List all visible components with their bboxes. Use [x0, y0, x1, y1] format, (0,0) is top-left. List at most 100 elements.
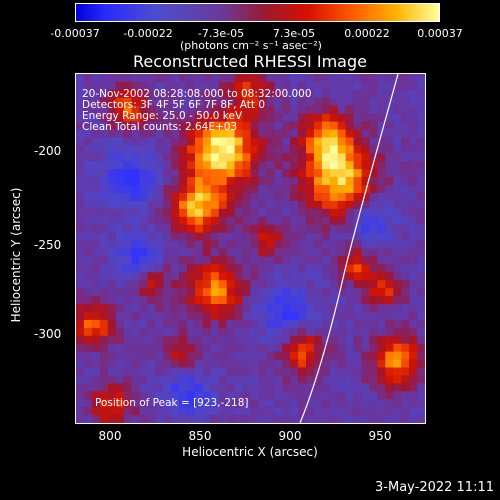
image-pixel [353, 272, 362, 281]
image-pixel [218, 327, 227, 337]
image-pixel [369, 343, 378, 352]
image-pixel [210, 288, 220, 297]
image-pixel [194, 280, 204, 289]
image-pixel [290, 200, 299, 210]
image-pixel [337, 407, 346, 416]
image-pixel [353, 319, 362, 329]
image-pixel [385, 208, 394, 218]
image-pixel [99, 153, 109, 162]
image-pixel [345, 113, 354, 122]
image-pixel [306, 161, 315, 170]
image-pixel [250, 161, 259, 170]
image-pixel [361, 153, 370, 162]
image-pixel [321, 185, 331, 194]
image-pixel [290, 407, 299, 416]
image-pixel [194, 137, 204, 146]
image-pixel [417, 391, 425, 400]
image-pixel [242, 272, 251, 281]
image-pixel [321, 145, 331, 154]
image-pixel [266, 311, 275, 321]
image-pixel [123, 153, 132, 162]
image-pixel [306, 343, 315, 352]
image-pixel [258, 137, 267, 146]
image-pixel [329, 375, 339, 384]
image-pixel [337, 248, 346, 257]
image-pixel [345, 74, 354, 83]
colorbar-tick: -7.3e-05 [197, 27, 245, 40]
image-pixel [385, 335, 394, 344]
image-pixel [187, 343, 196, 352]
image-pixel [337, 216, 346, 225]
image-pixel [417, 177, 425, 186]
image-pixel [417, 383, 425, 392]
image-pixel [369, 415, 378, 423]
image-pixel [123, 113, 132, 122]
image-pixel [115, 327, 124, 337]
image-pixel [353, 264, 362, 273]
image-pixel [210, 335, 220, 344]
image-pixel [266, 407, 275, 416]
image-pixel [266, 137, 275, 146]
image-pixel [409, 248, 418, 257]
image-pixel [242, 177, 251, 186]
image-pixel [290, 216, 299, 225]
image-pixel [76, 224, 85, 233]
image-pixel [218, 383, 227, 392]
image-pixel [123, 343, 132, 352]
image-pixel [210, 304, 220, 313]
image-pixel [91, 272, 101, 281]
image-pixel [258, 153, 267, 162]
image-pixel [369, 304, 378, 313]
image-pixel [409, 351, 418, 360]
image-pixel [393, 105, 402, 114]
image-pixel [179, 74, 188, 83]
image-pixel [353, 311, 362, 321]
image-pixel [250, 224, 259, 233]
image-pixel [321, 375, 331, 384]
image-pixel [187, 407, 196, 416]
image-pixel [107, 232, 116, 241]
image-pixel [266, 192, 275, 202]
image-pixel [417, 288, 425, 297]
image-pixel [83, 200, 93, 210]
image-pixel [179, 113, 188, 122]
image-pixel [242, 74, 251, 83]
image-pixel [123, 391, 132, 400]
image-pixel [266, 375, 275, 384]
image-pixel [83, 216, 93, 225]
image-pixel [171, 137, 180, 146]
image-pixel [282, 296, 291, 305]
image-pixel [107, 256, 116, 265]
image-pixel [345, 145, 354, 154]
image-pixel [298, 161, 307, 170]
image-pixel [409, 169, 418, 178]
image-pixel [361, 200, 370, 210]
image-pixel [409, 264, 418, 273]
image-pixel [242, 311, 251, 321]
image-pixels [76, 74, 425, 423]
image-pixel [258, 272, 267, 281]
image-pixel [274, 121, 283, 130]
image-pixel [345, 161, 354, 170]
image-pixel [401, 89, 410, 99]
image-pixel [329, 200, 339, 210]
image-pixel [210, 121, 220, 130]
image-pixel [91, 391, 101, 400]
image-pixel [369, 224, 378, 233]
image-pixel [306, 407, 315, 416]
image-pixel [171, 192, 180, 202]
image-pixel [369, 105, 378, 114]
image-pixel [377, 113, 386, 122]
image-pixel [369, 288, 378, 297]
image-pixel [353, 137, 362, 146]
image-pixel [266, 121, 275, 130]
image-pixel [194, 367, 204, 376]
image-pixel [210, 240, 220, 249]
colorbar-tick: 7.3e-05 [272, 27, 316, 40]
image-pixel [306, 375, 315, 384]
image-pixel [369, 327, 378, 337]
image-pixel [353, 232, 362, 241]
image-pixel [274, 232, 283, 241]
image-pixel [290, 335, 299, 344]
image-pixel [242, 319, 251, 329]
